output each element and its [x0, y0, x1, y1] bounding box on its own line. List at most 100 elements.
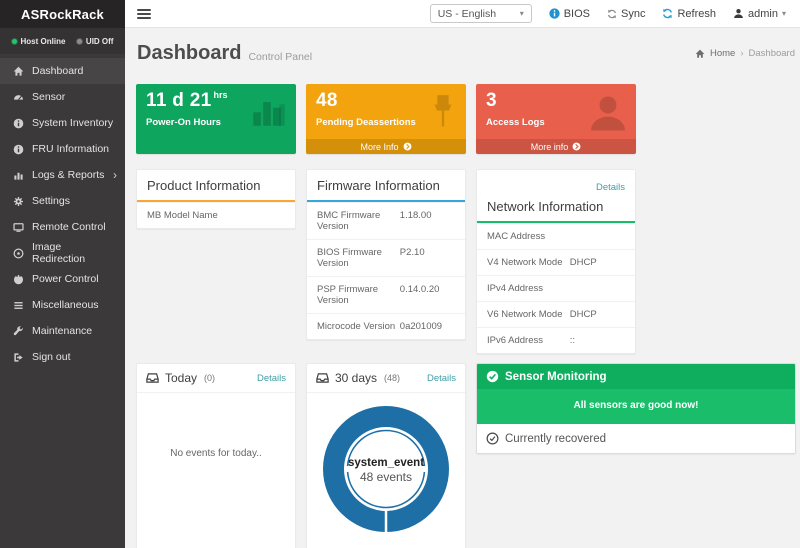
menu-toggle-icon[interactable] [137, 8, 151, 19]
user-icon [734, 8, 743, 18]
arrow-circle-right-icon [572, 142, 581, 151]
host-online-dot-icon [11, 38, 17, 44]
sidebar-item-label: Maintenance [32, 325, 93, 337]
sidebar-item-system-inventory[interactable]: System Inventory [0, 110, 125, 136]
network-information-panel: Details Network Information MAC Address … [476, 169, 636, 354]
bios-button[interactable]: BIOS [549, 8, 590, 20]
sidebar-item-sign-out[interactable]: Sign out [0, 344, 125, 370]
language-select[interactable]: US - English ▾ [429, 4, 532, 23]
check-circle-icon [486, 370, 499, 383]
month-events-title: 30 days [335, 371, 378, 385]
sidebar-item-sensor[interactable]: Sensor [0, 84, 125, 110]
host-status-label: Host Online [20, 36, 66, 46]
accent-bar [137, 200, 295, 202]
row-value: DHCP [569, 257, 597, 268]
sensor-monitoring-panel: Sensor Monitoring All sensors are good n… [476, 363, 796, 454]
month-events-card: 30 days (48) Details system_event 48 eve… [306, 363, 466, 548]
firmware-information-panel: Firmware Information BMC Firmware Versio… [306, 169, 466, 340]
breadcrumb-home[interactable]: Home [710, 48, 736, 59]
row-value: :: [569, 335, 576, 346]
month-details-link[interactable]: Details [426, 372, 456, 384]
row-label: MB Model Name [147, 210, 218, 221]
power-on-hours-card: 11 d 21 hrs Power-On Hours [136, 84, 296, 154]
bars-icon [12, 299, 24, 311]
refresh-icon [663, 8, 673, 19]
host-status[interactable]: Host Online [11, 36, 66, 46]
info-circle-icon [12, 143, 24, 155]
desktop-icon [12, 221, 24, 233]
row-value: 0.14.0.20 [399, 284, 440, 295]
uid-status[interactable]: UID Off [76, 36, 114, 46]
table-row: Microcode Version 0a201009 [307, 313, 465, 339]
row-label: IPv6 Address [487, 335, 543, 346]
home-icon [695, 49, 705, 58]
product-information-title: Product Information [147, 178, 261, 193]
sidebar-item-fru-information[interactable]: FRU Information [0, 136, 125, 162]
user-icon [588, 92, 628, 139]
product-information-panel: Product Information MB Model Name [136, 169, 296, 229]
sidebar: ASRockRack Host Online UID Off Dashboard… [0, 0, 125, 548]
sensor-monitoring-header: Sensor Monitoring [477, 364, 795, 389]
pending-deassertions-value: 48 [316, 90, 338, 111]
gear-icon [12, 195, 24, 207]
chevron-right-icon: › [113, 168, 117, 182]
sidebar-item-label: Power Control [32, 273, 99, 285]
table-row: PSP Firmware Version 0.14.0.20 [307, 276, 465, 313]
bar-chart-icon [250, 92, 288, 133]
donut-center-label: system_event [348, 457, 424, 469]
row-value: 0a201009 [399, 321, 443, 332]
table-row: IPv6 Address :: [477, 327, 635, 353]
sync-button[interactable]: Sync [607, 8, 645, 20]
event-distribution-chart[interactable]: system_event 48 events [307, 393, 465, 533]
sidebar-item-miscellaneous[interactable]: Miscellaneous [0, 292, 125, 318]
sidebar-item-power-control[interactable]: Power Control [0, 266, 125, 292]
bar-chart-icon [12, 169, 24, 181]
sidebar-item-logs-reports[interactable]: Logs & Reports › [0, 162, 125, 188]
sidebar-item-label: Sensor [32, 91, 66, 103]
sidebar-item-label: FRU Information [32, 143, 110, 155]
access-logs-value: 3 [486, 90, 497, 111]
disc-icon [12, 247, 24, 259]
today-details-link[interactable]: Details [256, 372, 286, 384]
sidebar-menu: Dashboard Sensor System Inventory FRU In… [0, 54, 125, 370]
power-on-hours-value: 11 d 21 [146, 90, 212, 111]
wrench-icon [12, 325, 24, 337]
today-empty-message: No events for today.. [170, 447, 262, 459]
sensor-recovered-row[interactable]: Currently recovered [477, 424, 795, 453]
row-label: IPv4 Address [487, 283, 543, 294]
sensor-status-message: All sensors are good now! [477, 389, 795, 424]
sidebar-item-label: Settings [32, 195, 70, 207]
inbox-icon [146, 373, 159, 383]
row-value [570, 231, 625, 242]
user-menu[interactable]: admin ▾ [733, 8, 786, 20]
network-details-link[interactable]: Details [595, 182, 625, 193]
sidebar-item-image-redirection[interactable]: Image Redirection [0, 240, 125, 266]
row-value [570, 283, 625, 294]
sidebar-item-label: System Inventory [32, 117, 114, 129]
uid-status-label: UID Off [85, 36, 114, 46]
sidebar-item-dashboard[interactable]: Dashboard [0, 58, 125, 84]
today-events-card: Today (0) Details No events for today.. [136, 363, 296, 548]
more-info-label: More info [530, 141, 569, 152]
access-logs-label: Access Logs [486, 117, 545, 128]
main-content: Dashboard Control Panel Home › Dashboard… [125, 28, 800, 548]
power-on-hours-label: Power-On Hours [146, 117, 221, 128]
table-row: BMC Firmware Version 1.18.00 [307, 202, 465, 239]
sidebar-item-label: Sign out [32, 351, 71, 363]
sidebar-item-maintenance[interactable]: Maintenance [0, 318, 125, 344]
row-label: MAC Address [487, 231, 546, 242]
host-status-strip: Host Online UID Off [0, 28, 125, 54]
refresh-button[interactable]: Refresh [662, 8, 716, 20]
sidebar-item-remote-control[interactable]: Remote Control [0, 214, 125, 240]
power-on-hours-unit: hrs [213, 90, 228, 100]
row-label: V4 Network Mode [487, 257, 563, 268]
table-row: V4 Network Mode DHCP [477, 249, 635, 275]
sidebar-item-settings[interactable]: Settings [0, 188, 125, 214]
sidebar-item-label: Dashboard [32, 65, 84, 77]
caret-down-icon: ▾ [781, 9, 786, 18]
info-circle-icon [12, 117, 24, 129]
more-info-link[interactable]: More Info [306, 139, 466, 154]
table-row: MB Model Name [137, 202, 295, 228]
breadcrumb-current: Dashboard [748, 48, 795, 59]
more-info-link[interactable]: More info [476, 139, 636, 154]
